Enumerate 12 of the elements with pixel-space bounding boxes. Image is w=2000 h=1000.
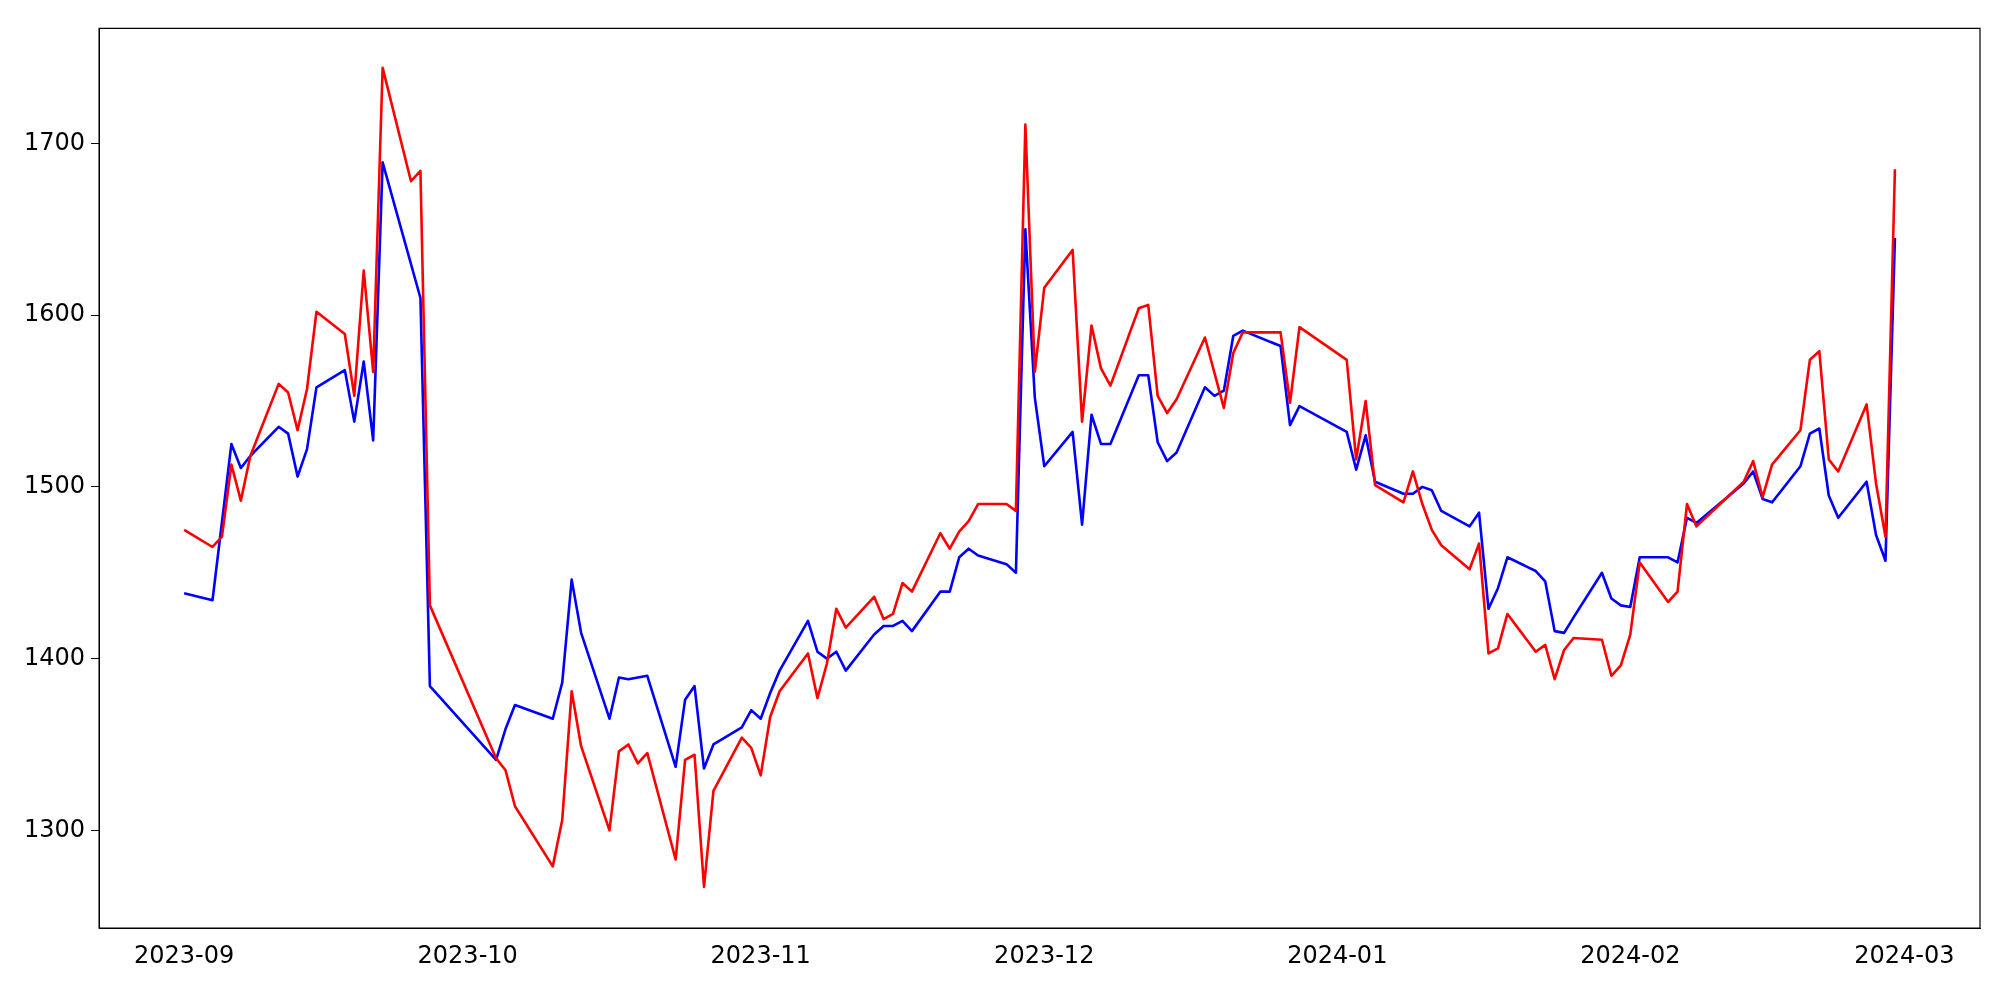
x-tick-label: 2024-02 <box>1580 940 1681 969</box>
y-tick-label: 1500 <box>24 471 86 500</box>
x-tick-label: 2023-11 <box>710 940 811 969</box>
y-tick-label: 1600 <box>24 299 86 328</box>
x-tick-label: 2023-09 <box>134 940 235 969</box>
x-tick-label: 2023-10 <box>417 940 518 969</box>
x-tick-label: 2023-12 <box>994 940 1095 969</box>
x-tick-label: 2024-01 <box>1287 940 1388 969</box>
y-tick-label: 1700 <box>24 127 86 156</box>
y-tick-label: 1400 <box>24 642 86 671</box>
x-tick-label: 2024-03 <box>1854 940 1955 969</box>
y-tick-label: 1300 <box>24 814 86 843</box>
